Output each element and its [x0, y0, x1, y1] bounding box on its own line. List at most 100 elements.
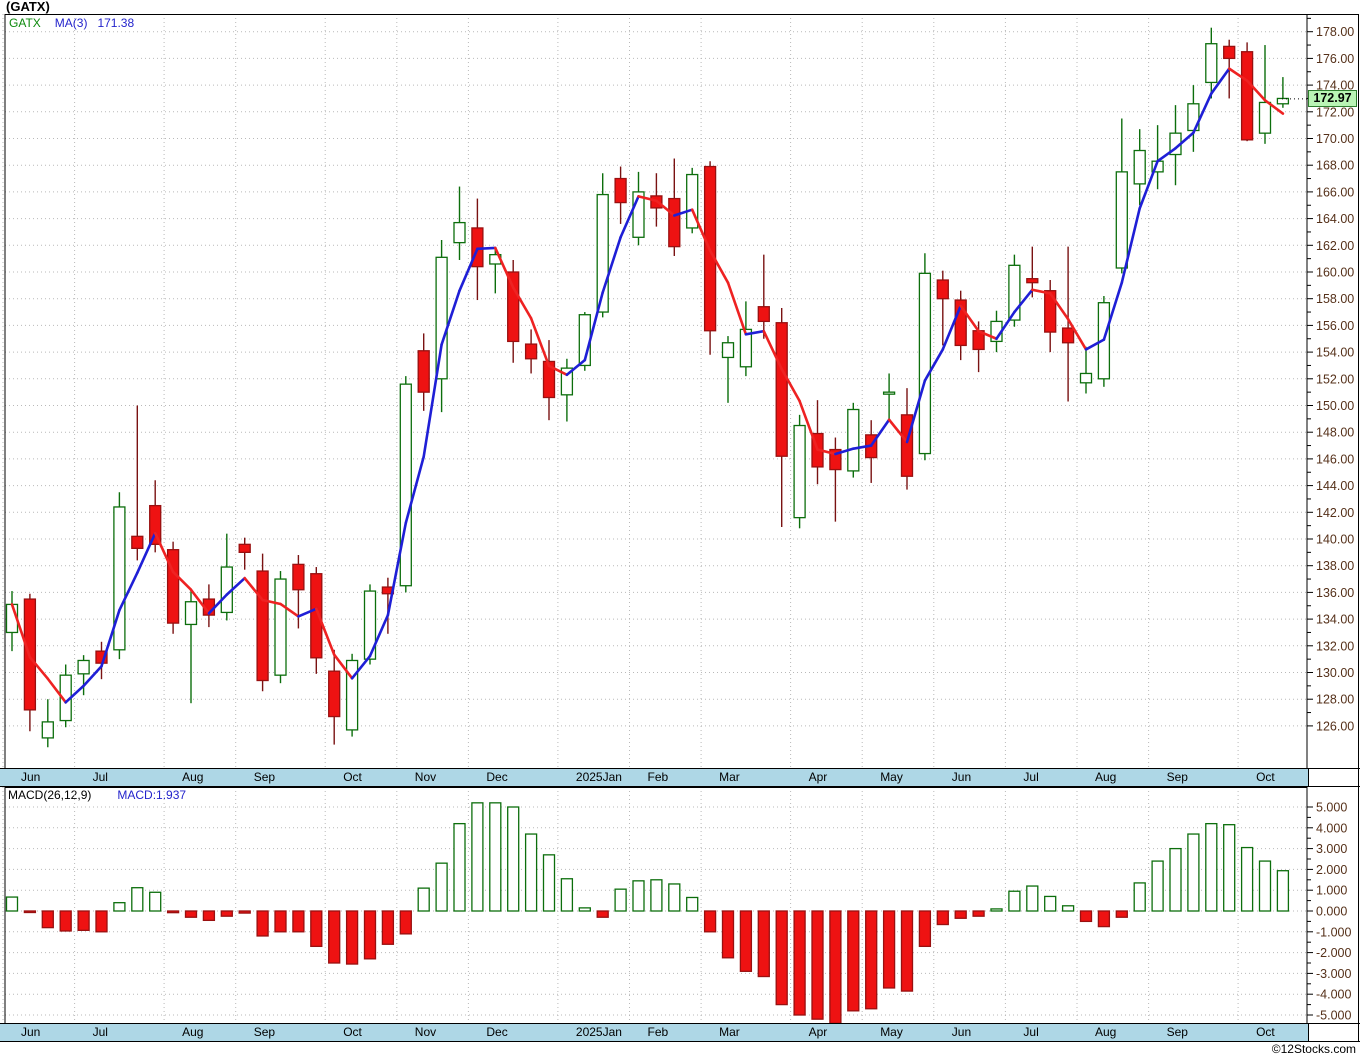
ma3-segment [314, 607, 336, 657]
ma3-segment [726, 281, 748, 336]
macd-bar [524, 833, 538, 912]
macd-bar [542, 854, 556, 912]
macd-bar [435, 862, 448, 912]
macd-bar [1258, 860, 1272, 912]
watermark: ©12Stocks.com [1271, 1042, 1356, 1056]
month-label: Jun [951, 1025, 972, 1039]
ma3-segment [118, 571, 139, 612]
ma3-segment [690, 208, 712, 252]
candle-body [113, 506, 126, 651]
month-label: Sep [1166, 770, 1188, 784]
macd-bar [811, 910, 824, 1020]
candle-body [417, 350, 430, 393]
month-label: Aug [1095, 1025, 1117, 1039]
macd-bar [1151, 860, 1164, 912]
candle-body [882, 391, 896, 395]
ma3-segment [28, 655, 50, 681]
ma3-segment [744, 329, 766, 336]
candle-body [507, 271, 520, 343]
macd-bar [1169, 847, 1182, 912]
ma3-segment [1245, 79, 1267, 102]
candle-body [686, 173, 699, 229]
macd-bar [650, 879, 663, 912]
month-label: Oct [1256, 770, 1275, 784]
price-axis-label: 154.00 [1316, 346, 1354, 360]
macd-bar [900, 910, 914, 992]
macd-bar [23, 910, 37, 914]
macd-bar [5, 896, 19, 912]
month-label: Mar [719, 1025, 740, 1039]
ma3-segment [1263, 98, 1285, 115]
ma3-segment [136, 531, 157, 575]
price-axis-label: 146.00 [1316, 452, 1354, 466]
macd-axis-label: -2.000 [1316, 946, 1351, 960]
candle-body [345, 659, 359, 731]
macd-bar [149, 891, 162, 912]
macd-bar [1115, 910, 1128, 918]
price-axis-label: 136.00 [1316, 586, 1354, 600]
macd-bar [918, 910, 932, 948]
ma3-segment [655, 199, 676, 217]
candle-body [1115, 171, 1128, 269]
ma3-segment [762, 329, 784, 371]
ma3-segment [46, 677, 67, 704]
month-label: Nov [414, 770, 437, 784]
ma3-segment [332, 653, 354, 680]
month-label: Sep [1166, 1025, 1188, 1039]
ma3-segment [476, 246, 497, 251]
macd-bar [1133, 882, 1146, 912]
month-label: Aug [182, 1025, 204, 1039]
ma3-segment [672, 208, 694, 217]
price-axis-label: 148.00 [1316, 426, 1354, 440]
price-x-axis-band-fill: Jun Jul Aug Sep Oct Nov Dec 2025Jan Feb Mar Apr May… [0, 769, 1309, 786]
ma3-segment [1013, 288, 1034, 314]
macd-bar [668, 883, 681, 912]
price-axis-label: 156.00 [1316, 319, 1354, 333]
price-axis-label: 176.00 [1316, 52, 1354, 66]
macd-bar [829, 910, 842, 1024]
price-axis-label: 172.00 [1316, 105, 1354, 119]
candle-body [1008, 264, 1021, 321]
candle-body [632, 191, 645, 238]
macd-bar [578, 907, 591, 912]
candle-body [757, 306, 770, 323]
month-label: Jun [21, 1025, 41, 1039]
price-legend: GATX MA(3) 171.38 [9, 16, 134, 30]
month-label: May [880, 770, 903, 784]
ma3-segment [619, 195, 640, 239]
candle-body [274, 578, 287, 676]
ma3-segment [243, 576, 264, 602]
macd-bar [1205, 822, 1218, 912]
candle-body [1026, 278, 1039, 284]
macd-bar [256, 910, 269, 937]
macd-bar [1187, 833, 1200, 912]
macd-bar [310, 910, 323, 948]
macd-bar [739, 910, 753, 972]
candle-body [954, 299, 967, 347]
month-label: Dec [486, 770, 508, 784]
ma3-segment [10, 603, 32, 659]
macd-legend-label: MACD(26,12,9) [8, 788, 92, 802]
month-label: Feb [647, 770, 669, 784]
month-label: Mar [719, 770, 740, 784]
ma3-segment [529, 316, 551, 368]
macd-bar [1079, 910, 1093, 923]
macd-bar [632, 880, 645, 912]
ma3-segment [977, 329, 998, 341]
ma3-segment [404, 455, 426, 525]
legend-symbol: GATX [9, 16, 41, 30]
macd-bar [328, 910, 341, 964]
macd-bar [131, 887, 144, 912]
price-axis-label: 152.00 [1316, 372, 1354, 386]
ma3-segment [1102, 281, 1124, 341]
macd-bar [614, 888, 627, 912]
candle-body [1258, 101, 1272, 134]
macd-bar [1026, 885, 1039, 912]
ma3-segment [995, 310, 1016, 341]
candle-body [936, 279, 949, 300]
macd-bar [59, 910, 72, 932]
month-label: Oct [343, 1025, 362, 1039]
candle-body [614, 177, 627, 204]
candle-body [1205, 43, 1218, 84]
candle-body [256, 570, 269, 682]
